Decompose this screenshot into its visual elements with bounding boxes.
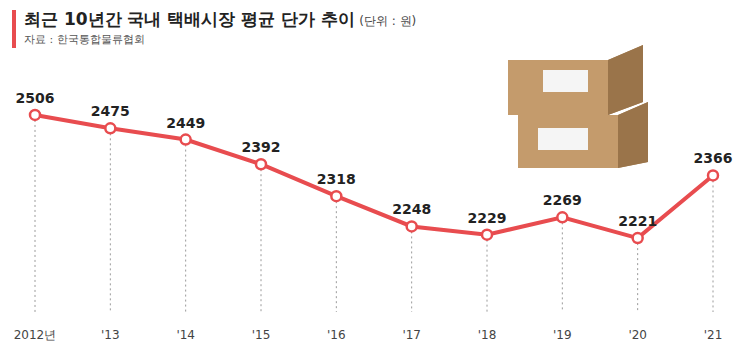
svg-text:2318: 2318: [317, 171, 356, 187]
svg-text:2506: 2506: [16, 90, 55, 106]
svg-text:'17: '17: [402, 328, 421, 342]
svg-text:'21: '21: [704, 328, 723, 342]
svg-text:'20: '20: [628, 328, 647, 342]
html-text:최근 10년간 국내 택배시장 평균 단가 추이 (단위 :: 최근 10년간 국내 택배시장 평균 단가 추이 (단위 : 원): [24, 9, 417, 29]
svg-text:2229: 2229: [468, 210, 507, 226]
svg-text:'15: '15: [252, 328, 271, 342]
svg-text:2012년: 2012년: [14, 328, 57, 342]
svg-text:2248: 2248: [392, 201, 431, 217]
svg-text:'16: '16: [327, 328, 346, 342]
svg-text:'18: '18: [478, 328, 497, 342]
svg-text:'19: '19: [553, 328, 572, 342]
svg-text:2366: 2366: [694, 150, 733, 166]
svg-text:'13: '13: [101, 328, 120, 342]
svg-text:2475: 2475: [91, 103, 130, 119]
svg-text:2449: 2449: [166, 115, 205, 131]
svg-text:2221: 2221: [618, 213, 657, 229]
svg-text:'14: '14: [176, 328, 195, 342]
html-text:자료 : 한국통합물류협회: 자료 : 한국통합물류협회: [24, 33, 145, 46]
svg-text:2269: 2269: [543, 192, 582, 208]
svg-text:2392: 2392: [242, 139, 281, 155]
